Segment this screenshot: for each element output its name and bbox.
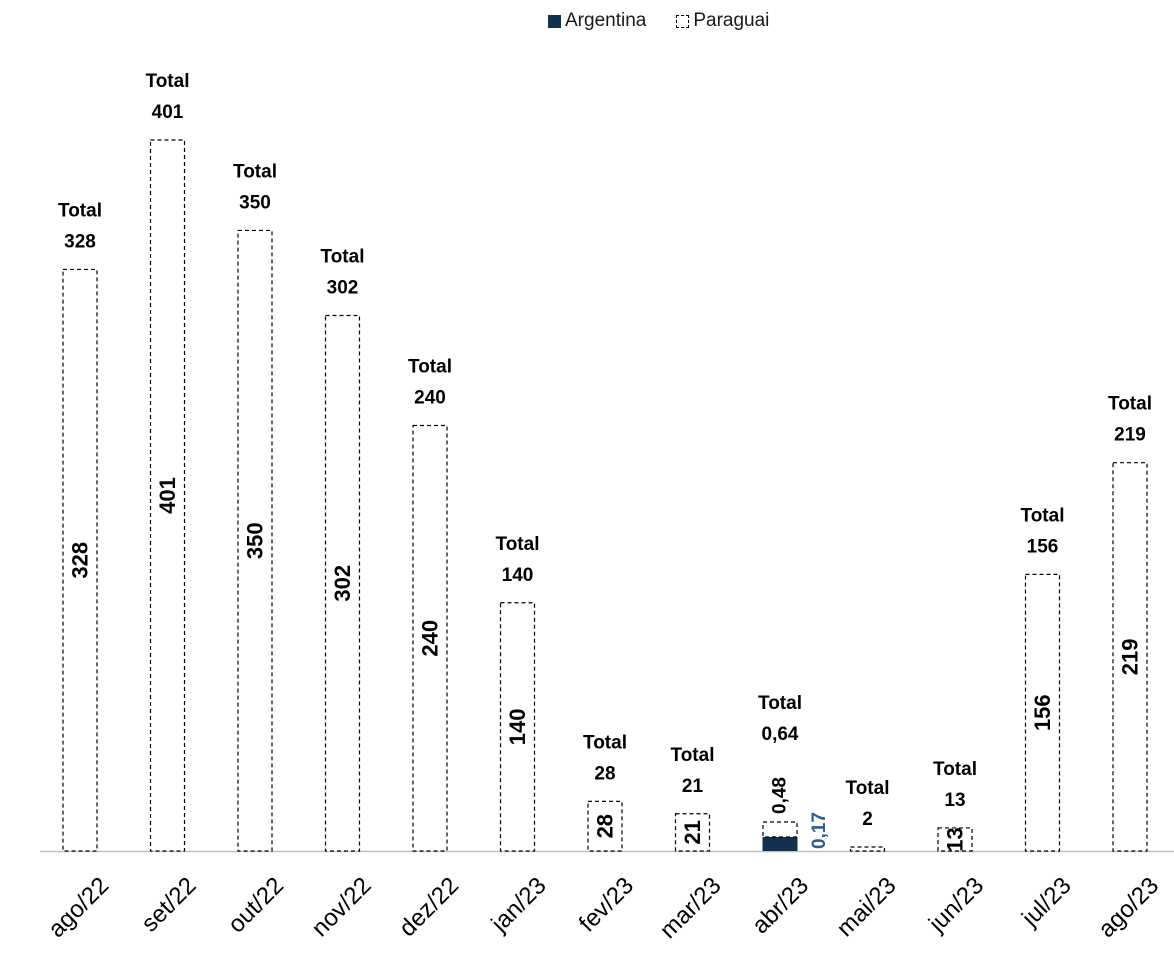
x-tick-label-7: mar/23 (655, 872, 727, 944)
legend-label-paraguai: Paraguai (693, 10, 770, 31)
label-paraguai-10: 13 (943, 827, 968, 851)
total-value-11: 156 (1027, 536, 1059, 557)
legend-swatch-paraguai (676, 14, 690, 28)
bar-paraguai-9 (849, 846, 886, 852)
total-value-8: 0,64 (762, 724, 799, 745)
bar-paraguai-3 (324, 314, 361, 852)
total-prefix-6: Total (583, 732, 627, 753)
x-tick-label-11: jul/23 (1016, 872, 1076, 932)
total-value-3: 302 (327, 278, 359, 299)
total-prefix-11: Total (1021, 505, 1065, 526)
label-argentina-8: 0,17 (809, 812, 830, 849)
total-value-1: 401 (152, 102, 184, 123)
bar-paraguai-8 (762, 821, 798, 838)
bar-paraguai-0 (62, 268, 98, 852)
total-prefix-7: Total (671, 745, 715, 766)
bar-paraguai-11 (1024, 573, 1061, 852)
label-paraguai-4: 240 (418, 620, 443, 657)
label-paraguai-12: 219 (1118, 638, 1143, 675)
total-value-10: 13 (944, 790, 965, 811)
bar-paraguai-2 (237, 229, 273, 852)
x-tick-label-4: dez/22 (394, 872, 464, 942)
legend: Argentina Paraguai (548, 10, 793, 32)
x-tick-label-10: jun/23 (923, 872, 989, 938)
label-paraguai-0: 328 (68, 542, 93, 579)
legend-item-paraguai: Paraguai (676, 10, 769, 32)
x-tick-label-5: jan/23 (486, 872, 552, 938)
x-tick-label-6: fev/23 (574, 872, 639, 937)
bar-paraguai-12 (1112, 462, 1148, 852)
bar-paraguai-5 (499, 602, 536, 852)
total-value-0: 328 (64, 231, 96, 252)
total-value-6: 28 (594, 763, 615, 784)
total-prefix-8: Total (758, 693, 802, 714)
x-tick-label-3: nov/22 (307, 872, 377, 942)
label-paraguai-8: 0,48 (770, 777, 791, 814)
bar-paraguai-4 (412, 424, 448, 852)
total-value-12: 219 (1114, 425, 1146, 446)
x-tick-label-2: out/22 (223, 872, 289, 938)
label-paraguai-3: 302 (330, 565, 355, 602)
legend-swatch-argentina (548, 14, 561, 28)
x-tick-label-8: abr/23 (747, 872, 814, 939)
x-tick-label-9: mai/23 (832, 872, 902, 942)
total-value-4: 240 (414, 387, 446, 408)
bar-paraguai-7 (674, 813, 711, 852)
legend-label-argentina: Argentina (565, 10, 647, 31)
label-paraguai-2: 350 (243, 522, 268, 559)
total-prefix-1: Total (146, 71, 190, 92)
total-prefix-10: Total (933, 759, 977, 780)
x-tick-label-1: set/22 (136, 872, 201, 937)
label-paraguai-7: 21 (680, 820, 705, 844)
total-prefix-3: Total (321, 247, 365, 268)
bar-argentina-8 (762, 837, 798, 851)
bar-paraguai-10 (937, 827, 973, 852)
bar-paraguai-1 (149, 139, 186, 852)
label-paraguai-11: 156 (1030, 694, 1055, 731)
x-tick-label-0: ago/22 (43, 872, 114, 943)
bar-paraguai-6 (587, 800, 623, 852)
total-prefix-12: Total (1108, 394, 1152, 415)
total-value-2: 350 (239, 192, 271, 213)
total-prefix-4: Total (408, 356, 452, 377)
total-value-5: 140 (502, 565, 534, 586)
x-tick-label-12: ago/23 (1093, 872, 1164, 943)
total-value-9: 2 (862, 809, 873, 830)
total-prefix-9: Total (846, 778, 890, 799)
total-prefix-2: Total (233, 161, 277, 182)
label-paraguai-6: 28 (593, 814, 618, 838)
label-paraguai-1: 401 (155, 477, 180, 514)
total-prefix-5: Total (496, 534, 540, 555)
label-paraguai-5: 140 (505, 709, 530, 746)
total-prefix-0: Total (58, 200, 102, 221)
legend-item-argentina: Argentina (548, 10, 646, 32)
total-value-7: 21 (682, 776, 704, 797)
